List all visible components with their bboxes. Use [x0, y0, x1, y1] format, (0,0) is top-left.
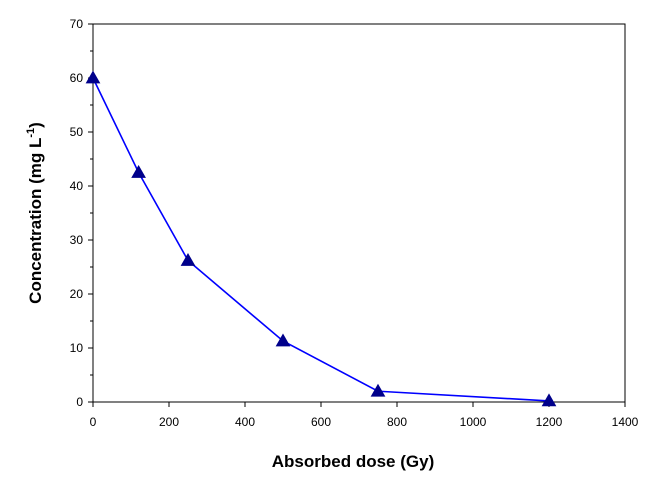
- y-axis-title-sup: -1: [25, 128, 37, 138]
- x-axis: 0 200 400 600 800 1000 1200 1400: [90, 402, 639, 429]
- y-tick-label: 60: [70, 71, 84, 85]
- data-point-marker: [370, 383, 386, 397]
- y-axis-title-end: ): [26, 122, 45, 128]
- data-point-marker: [131, 164, 146, 178]
- x-tick-label: 0: [90, 415, 97, 429]
- x-tick-label: 1000: [460, 415, 487, 429]
- y-tick-label: 10: [70, 341, 84, 355]
- y-tick-label: 0: [76, 395, 83, 409]
- y-tick-label: 50: [70, 125, 84, 139]
- x-tick-label: 1400: [612, 415, 639, 429]
- y-tick-label: 40: [70, 179, 84, 193]
- x-tick-label: 200: [159, 415, 179, 429]
- data-point-marker: [275, 333, 291, 347]
- data-point-marker: [541, 393, 557, 407]
- y-axis-title: Concentration (mg L-1): [25, 122, 45, 304]
- x-tick-label: 400: [235, 415, 255, 429]
- data-point-marker: [180, 253, 196, 266]
- y-tick-label: 30: [70, 233, 84, 247]
- x-tick-label: 800: [387, 415, 407, 429]
- x-tick-label: 600: [311, 415, 331, 429]
- y-tick-label: 20: [70, 287, 84, 301]
- data-point-marker: [85, 70, 101, 84]
- plot-area: [92, 23, 626, 403]
- series-layer: [85, 70, 557, 407]
- y-tick-label: 70: [70, 17, 84, 31]
- y-axis: 0 10 20 30 40 50 60 70: [70, 17, 93, 409]
- y-axis-title-text: Concentration (mg L: [26, 138, 45, 304]
- x-axis-title: Absorbed dose (Gy): [272, 452, 434, 471]
- x-tick-label: 1200: [536, 415, 563, 429]
- series-line: [92, 77, 550, 402]
